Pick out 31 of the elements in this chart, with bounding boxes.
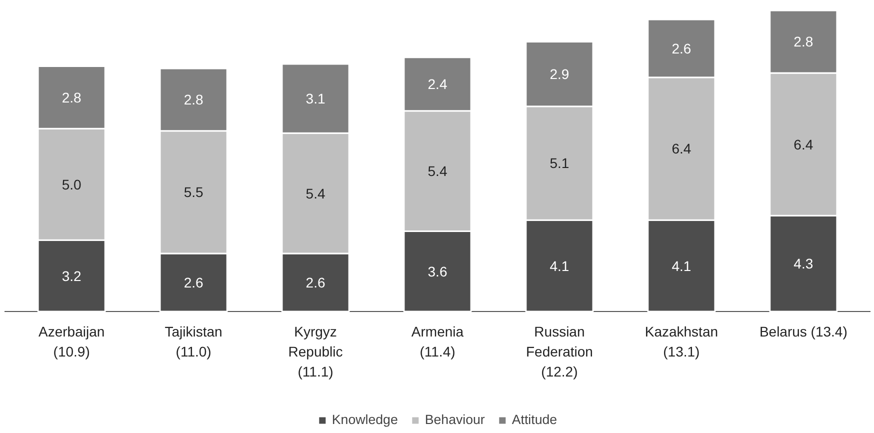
data-label: 3.2 [62, 268, 82, 284]
data-label: 6.4 [794, 136, 814, 152]
x-tick-label: Kyrgyz Republic (11.1) [288, 323, 343, 380]
data-label: 4.1 [672, 258, 692, 274]
x-tick-label: Belarus (13.4) [759, 323, 848, 340]
data-label: 6.4 [672, 140, 692, 157]
data-label: 2.6 [184, 274, 204, 291]
data-label: 5.5 [184, 184, 204, 200]
data-label: 5.4 [306, 185, 326, 202]
data-label: 3.1 [306, 90, 326, 107]
data-label: 2.8 [184, 92, 204, 108]
data-label: 2.6 [306, 274, 326, 291]
legend-label: Behaviour [424, 412, 485, 427]
data-label: 3.6 [428, 263, 448, 280]
data-label: 2.8 [62, 89, 82, 106]
x-tick-label: Azerbaijan (10.9) [38, 323, 105, 360]
data-label: 5.0 [62, 176, 82, 192]
x-tick-label: Armenia (11.4) [411, 323, 464, 360]
data-label: 4.3 [794, 256, 814, 272]
legend-label: Knowledge [332, 412, 398, 427]
data-label: 2.9 [550, 66, 570, 82]
data-label: 4.1 [550, 258, 570, 274]
data-label: 5.1 [550, 155, 570, 172]
x-tick-label: Russian Federation (12.2) [526, 323, 593, 380]
x-tick-label: Tajikistan (11.0) [164, 323, 222, 360]
data-label: 2.4 [428, 76, 448, 92]
x-tick-label: Kazakhstan (13.1) [644, 323, 718, 360]
data-label: 2.8 [794, 34, 814, 50]
data-label: 2.6 [672, 40, 692, 56]
data-label: 5.4 [428, 163, 448, 180]
legend-label: Attitude [512, 412, 558, 427]
